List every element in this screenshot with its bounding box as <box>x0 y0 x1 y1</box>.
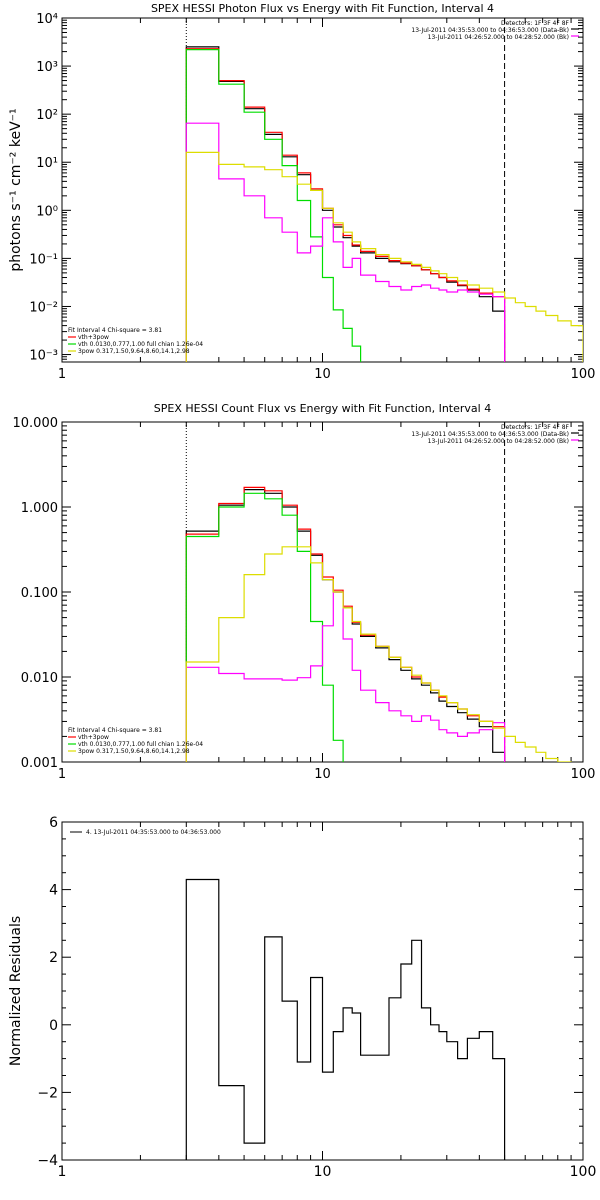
series-line-5 <box>185 151 583 362</box>
y-tick-label: −4 <box>37 1153 58 1169</box>
y-tick-label: 1.000 <box>21 501 58 516</box>
y-tick-label: 2 <box>49 950 58 966</box>
series-line-1 <box>185 46 506 362</box>
chart-title: SPEX HESSI Photon Flux vs Energy with Fi… <box>151 2 494 15</box>
header-line: 13-Jul-2011 04:26:52.000 to 04:28:52.000… <box>428 34 569 41</box>
y-tick-label: 10³ <box>36 60 58 75</box>
x-tick-label: 10 <box>314 367 331 382</box>
panel-2: SPEX HESSI Count Flux vs Energy with Fit… <box>13 402 596 782</box>
chart-title: SPEX HESSI Count Flux vs Energy with Fit… <box>154 402 491 415</box>
x-tick-label: 1 <box>58 767 66 782</box>
y-tick-label: 0.100 <box>21 586 58 601</box>
x-tick-label: 100 <box>570 1164 597 1180</box>
x-tick-label: 100 <box>571 767 596 782</box>
y-tick-label: 10⁻³ <box>29 349 58 364</box>
y-tick-label: 10⁻² <box>29 300 58 315</box>
series-line-5 <box>185 546 572 762</box>
x-tick-label: 10 <box>314 1164 332 1180</box>
series-line-2 <box>185 48 506 362</box>
y-tick-label: 10² <box>36 108 58 123</box>
legend-title: Fit Interval 4 Chi-square = 3.81 <box>68 727 162 734</box>
series-line-1 <box>185 878 506 1160</box>
y-tick-label: 10⁰ <box>36 204 58 219</box>
legend-entry: vth 0.0130,0.777,1.00 full chian 1.26e-0… <box>78 741 203 748</box>
y-tick-label: 4 <box>49 883 58 899</box>
y-axis-label: photons s⁻¹ cm⁻² keV⁻¹ <box>8 108 24 271</box>
legend-entry: vth+3pow <box>78 334 109 341</box>
series-line-3 <box>185 49 362 362</box>
x-tick-label: 1 <box>58 367 66 382</box>
series-line-2 <box>185 486 506 762</box>
header-line: Detectors: 1F 3F 4F 8F <box>501 424 570 431</box>
header-line: 13-Jul-2011 04:26:52.000 to 04:28:52.000… <box>428 438 569 445</box>
series-line-4 <box>185 122 506 362</box>
header-line: Detectors: 1F 3F 4F 8F <box>501 20 570 27</box>
legend-entry: vth 0.0130,0.777,1.00 full chian 1.26e-0… <box>78 341 203 348</box>
y-tick-label: −2 <box>37 1085 58 1101</box>
legend-entry: 3pow 0.317,1.50,9.64,8.60,14.1,2.98 <box>78 748 190 755</box>
legend-entry: 4. 13-Jul-2011 04:35:53.000 to 04:36:53.… <box>86 829 221 836</box>
series-line-4 <box>185 591 506 762</box>
series-line-3 <box>185 492 344 762</box>
y-tick-label: 10.000 <box>13 416 59 431</box>
legend-entry: vth+3pow <box>78 734 109 741</box>
legend-entry: 3pow 0.317,1.50,9.64,8.60,14.1,2.98 <box>78 348 190 355</box>
header-line: 13-Jul-2011 04:35:53.000 to 04:36:53.000… <box>411 431 569 438</box>
y-tick-label: 0 <box>49 1018 58 1034</box>
y-tick-label: 10¹ <box>36 156 58 171</box>
y-tick-label: 0.010 <box>21 671 58 686</box>
x-tick-label: 100 <box>571 367 596 382</box>
y-tick-label: 0.001 <box>21 756 58 771</box>
x-tick-label: 1 <box>58 1164 67 1180</box>
x-tick-label: 10 <box>314 767 331 782</box>
y-tick-label: 10⁻¹ <box>29 252 58 267</box>
y-tick-label: 6 <box>49 815 58 831</box>
legend-title: Fit Interval 4 Chi-square = 3.81 <box>68 327 162 334</box>
panel-3: 1 10 100 −4 −2 0 2 4 6 Normalized Residuals 4. 13-… <box>8 815 596 1180</box>
panel-1: SPEX HESSI Photon Flux vs Energy with Fi… <box>8 2 595 382</box>
y-tick-label: 10⁴ <box>36 12 58 27</box>
y-axis-label: Normalized Residuals <box>8 916 24 1066</box>
header-line: 13-Jul-2011 04:35:53.000 to 04:36:53.000… <box>411 27 569 34</box>
